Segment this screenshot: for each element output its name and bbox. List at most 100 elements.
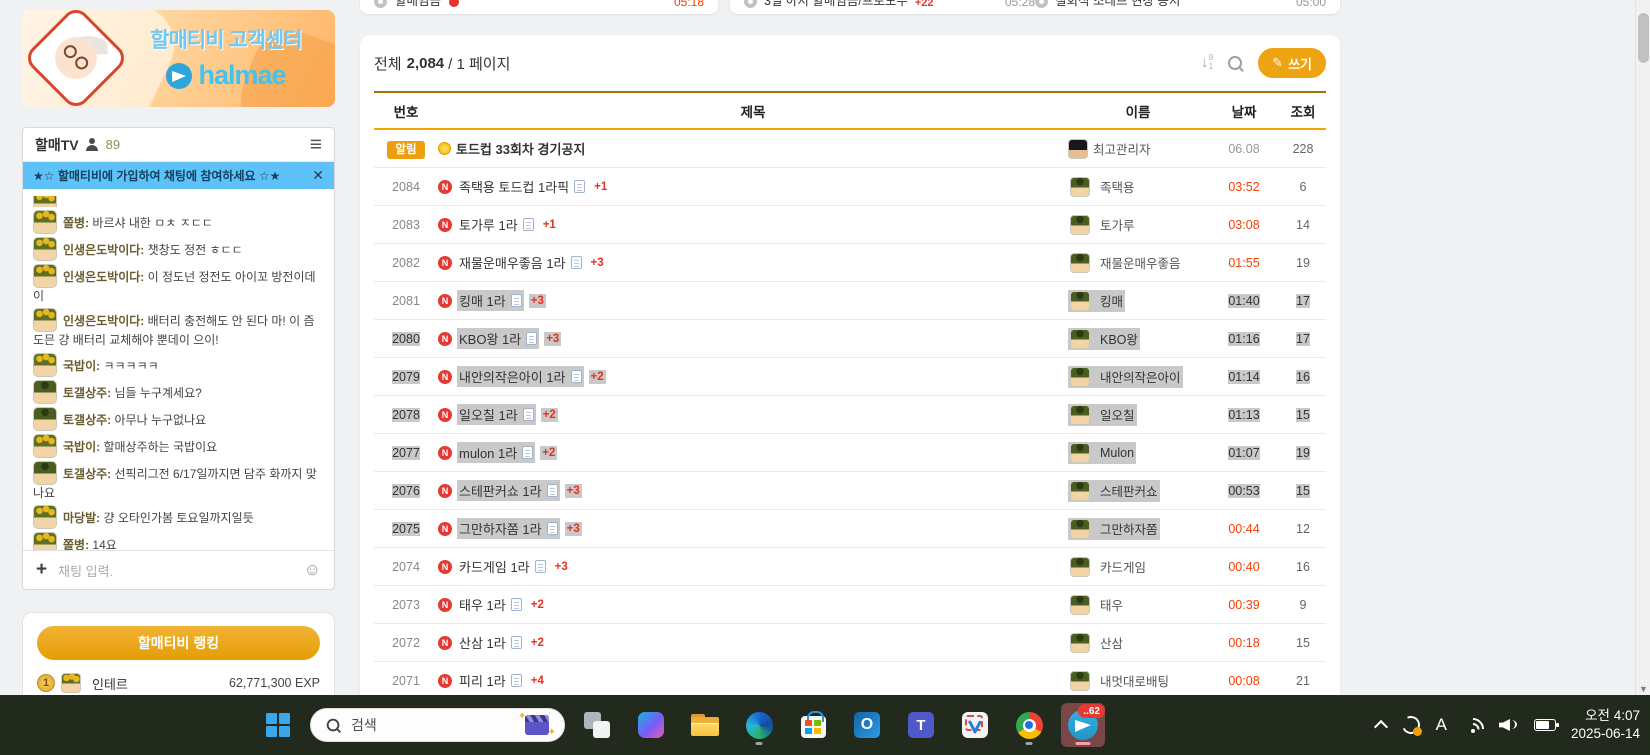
post-title[interactable]: 태우 1라 bbox=[459, 598, 506, 613]
post-bullet-icon bbox=[744, 0, 757, 8]
recent-post-card-left[interactable]: 할매임금 05:18 bbox=[360, 0, 718, 14]
chat-message: 토갤상주: 선픽리그전 6/17일까지면 담주 화까지 맞나요 bbox=[33, 460, 324, 502]
post-author[interactable]: 스테판커쇼 bbox=[1100, 485, 1158, 499]
battery-icon[interactable] bbox=[1533, 719, 1559, 731]
post-author[interactable]: 내멋대로배팅 bbox=[1100, 675, 1170, 689]
post-title[interactable]: 카드게임 1라 bbox=[459, 560, 530, 575]
sync-status-icon[interactable] bbox=[1401, 715, 1422, 736]
post-title[interactable]: KBO왕 1라 bbox=[459, 332, 522, 347]
post-title[interactable]: 킹매 1라 bbox=[459, 294, 506, 309]
start-button[interactable] bbox=[256, 703, 300, 747]
post-author[interactable]: 내안의작은아이 bbox=[1100, 371, 1181, 385]
chat-message: 토갤상주: 님들 누구계세요? bbox=[33, 379, 324, 404]
sidebar: 할매티비 고객센터 halmae 할매TV 89 ≡ ★☆ 할매티비에 가입하여… bbox=[22, 10, 335, 695]
attach-plus-icon[interactable]: + bbox=[36, 559, 48, 580]
board-row[interactable]: 2073 N 태우 1라 +2 태우 bbox=[374, 586, 1326, 624]
microsoft-store-button[interactable] bbox=[791, 703, 835, 747]
snipping-tool-button[interactable] bbox=[953, 703, 997, 747]
recent-post-time: 05:28 bbox=[1004, 0, 1035, 9]
telegram-button[interactable]: ..62 bbox=[1061, 703, 1105, 747]
board-row[interactable]: 2072 N 산삼 1라 +2 산삼 bbox=[374, 624, 1326, 662]
scrollbar-down-arrow-icon[interactable]: ▼ bbox=[1639, 684, 1648, 694]
post-author[interactable]: KBO왕 bbox=[1100, 333, 1138, 347]
copilot-button[interactable] bbox=[629, 703, 673, 747]
board-row[interactable]: 2078 N 일오칠 1라 +2 일오칠 bbox=[374, 396, 1326, 434]
board-row[interactable]: 2075 N 그만하자쫌 1라 +3 그만하자쫌 bbox=[374, 510, 1326, 548]
board-row[interactable]: 2076 N 스테판커쇼 1라 +3 스테판커쇼 bbox=[374, 472, 1326, 510]
board-row[interactable]: 2084 N 족택용 토드컵 1라픽 +1 족택용 bbox=[374, 168, 1326, 206]
post-title[interactable]: 재물운매우좋음 1라 bbox=[459, 256, 566, 271]
close-icon[interactable]: ✕ bbox=[312, 167, 324, 183]
board-row[interactable]: 2082 N 재물운매우좋음 1라 +3 재물운매우좋음 bbox=[374, 244, 1326, 282]
member-avatar bbox=[1070, 442, 1090, 463]
post-number: 2080 bbox=[392, 331, 420, 346]
post-title[interactable]: 내안의작은아이 1라 bbox=[459, 370, 566, 385]
taskbar-search[interactable]: 검색 ✦ ✦ bbox=[310, 708, 565, 742]
post-title[interactable]: mulon 1라 bbox=[459, 446, 518, 461]
post-author[interactable]: 그만하자쫌 bbox=[1100, 523, 1158, 537]
post-title[interactable]: 토가루 1라 bbox=[459, 218, 518, 233]
search-icon[interactable] bbox=[1227, 55, 1244, 72]
member-avatar bbox=[1070, 404, 1090, 425]
notice-row[interactable]: 알림 토드컵 33회차 경기공지 최고관리자 06.08 228 bbox=[374, 130, 1326, 168]
wifi-icon[interactable] bbox=[1461, 717, 1484, 733]
attachment-doc-icon bbox=[546, 484, 558, 497]
post-title[interactable]: 일오칠 1라 bbox=[459, 408, 518, 423]
post-author[interactable]: 일오칠 bbox=[1100, 409, 1135, 423]
chat-input[interactable]: + 채팅 입력. ☺ bbox=[23, 550, 334, 589]
post-author[interactable]: 카드게임 bbox=[1100, 561, 1147, 575]
ranking-button[interactable]: 할매티비 랭킹 bbox=[37, 626, 320, 660]
write-button[interactable]: ✎ 쓰기 bbox=[1258, 48, 1326, 78]
post-views: 15 bbox=[1296, 635, 1310, 650]
task-view-button[interactable] bbox=[575, 703, 619, 747]
teams-button[interactable]: T bbox=[899, 703, 943, 747]
post-views: 21 bbox=[1296, 673, 1310, 688]
recent-post-item[interactable]: 3일 아지 할매임금/프로도우 +22 05:28 bbox=[744, 0, 1035, 9]
running-indicator bbox=[755, 742, 763, 745]
post-title[interactable]: 토드컵 33회차 경기공지 bbox=[456, 142, 586, 157]
taskbar-clock[interactable]: 오전 4:07 2025-06-14 bbox=[1571, 707, 1640, 743]
chat-join-notice[interactable]: ★☆ 할매티비에 가입하여 채팅에 참여하세요 ☆★ ✕ bbox=[23, 162, 334, 189]
post-title[interactable]: 족택용 토드컵 1라픽 bbox=[459, 180, 570, 195]
post-title[interactable]: 스테판커쇼 1라 bbox=[459, 484, 542, 499]
outlook-button[interactable]: O bbox=[845, 703, 889, 747]
post-author[interactable]: 킹매 bbox=[1100, 295, 1124, 309]
post-author[interactable]: 족택용 bbox=[1100, 181, 1135, 195]
board-row[interactable]: 2079 N 내안의작은아이 1라 +2 내안의작은아이 bbox=[374, 358, 1326, 396]
board-row[interactable]: 2080 N KBO왕 1라 +3 KBO왕 bbox=[374, 320, 1326, 358]
new-post-icon: N bbox=[438, 331, 452, 346]
post-author[interactable]: 재물운매우좋음 bbox=[1100, 257, 1181, 271]
page-scrollbar[interactable]: ▼ bbox=[1635, 0, 1650, 695]
post-author[interactable]: 태우 bbox=[1100, 599, 1124, 613]
chat-message: 토갤상주: 아무나 누구없나요 bbox=[33, 406, 324, 431]
post-author[interactable]: Mulon bbox=[1100, 445, 1135, 460]
file-explorer-button[interactable] bbox=[683, 703, 727, 747]
chrome-button[interactable] bbox=[1007, 703, 1051, 747]
board-row[interactable]: 2071 N 피리 1라 +4 내멋대로배팅 bbox=[374, 662, 1326, 695]
comment-count-badge: +22 bbox=[914, 0, 934, 9]
post-title[interactable]: 그만하자쫌 1라 bbox=[459, 522, 542, 537]
board-row[interactable]: 2077 N mulon 1라 +2 Mulon bbox=[374, 434, 1326, 472]
post-views: 15 bbox=[1296, 407, 1310, 422]
chat-menu-icon[interactable]: ≡ bbox=[309, 133, 322, 156]
post-author[interactable]: 토가루 bbox=[1100, 219, 1135, 233]
edge-button[interactable] bbox=[737, 703, 781, 747]
recent-post-item[interactable]: 절회식 조레브 현장 증지 05:00 bbox=[1035, 0, 1326, 9]
post-author[interactable]: 산삼 bbox=[1100, 637, 1124, 651]
board-row[interactable]: 2083 N 토가루 1라 +1 토가루 bbox=[374, 206, 1326, 244]
post-title[interactable]: 산삼 1라 bbox=[459, 636, 506, 651]
new-post-icon: N bbox=[438, 521, 452, 536]
board-row[interactable]: 2074 N 카드게임 1라 +3 카드게임 bbox=[374, 548, 1326, 586]
ime-language-indicator[interactable]: A bbox=[1435, 715, 1447, 734]
emoji-icon[interactable]: ☺ bbox=[303, 560, 321, 579]
post-title[interactable]: 피리 1라 bbox=[459, 674, 506, 689]
site-logo-banner[interactable]: 할매티비 고객센터 halmae bbox=[22, 10, 335, 107]
volume-icon[interactable] bbox=[1499, 717, 1519, 733]
hidden-icons-chevron-icon[interactable] bbox=[1373, 719, 1388, 735]
scrollbar-thumb[interactable] bbox=[1638, 13, 1649, 63]
post-author[interactable]: 최고관리자 bbox=[1093, 143, 1151, 157]
board-row[interactable]: 2081 N 킹매 1라 +3 킹매 bbox=[374, 282, 1326, 320]
